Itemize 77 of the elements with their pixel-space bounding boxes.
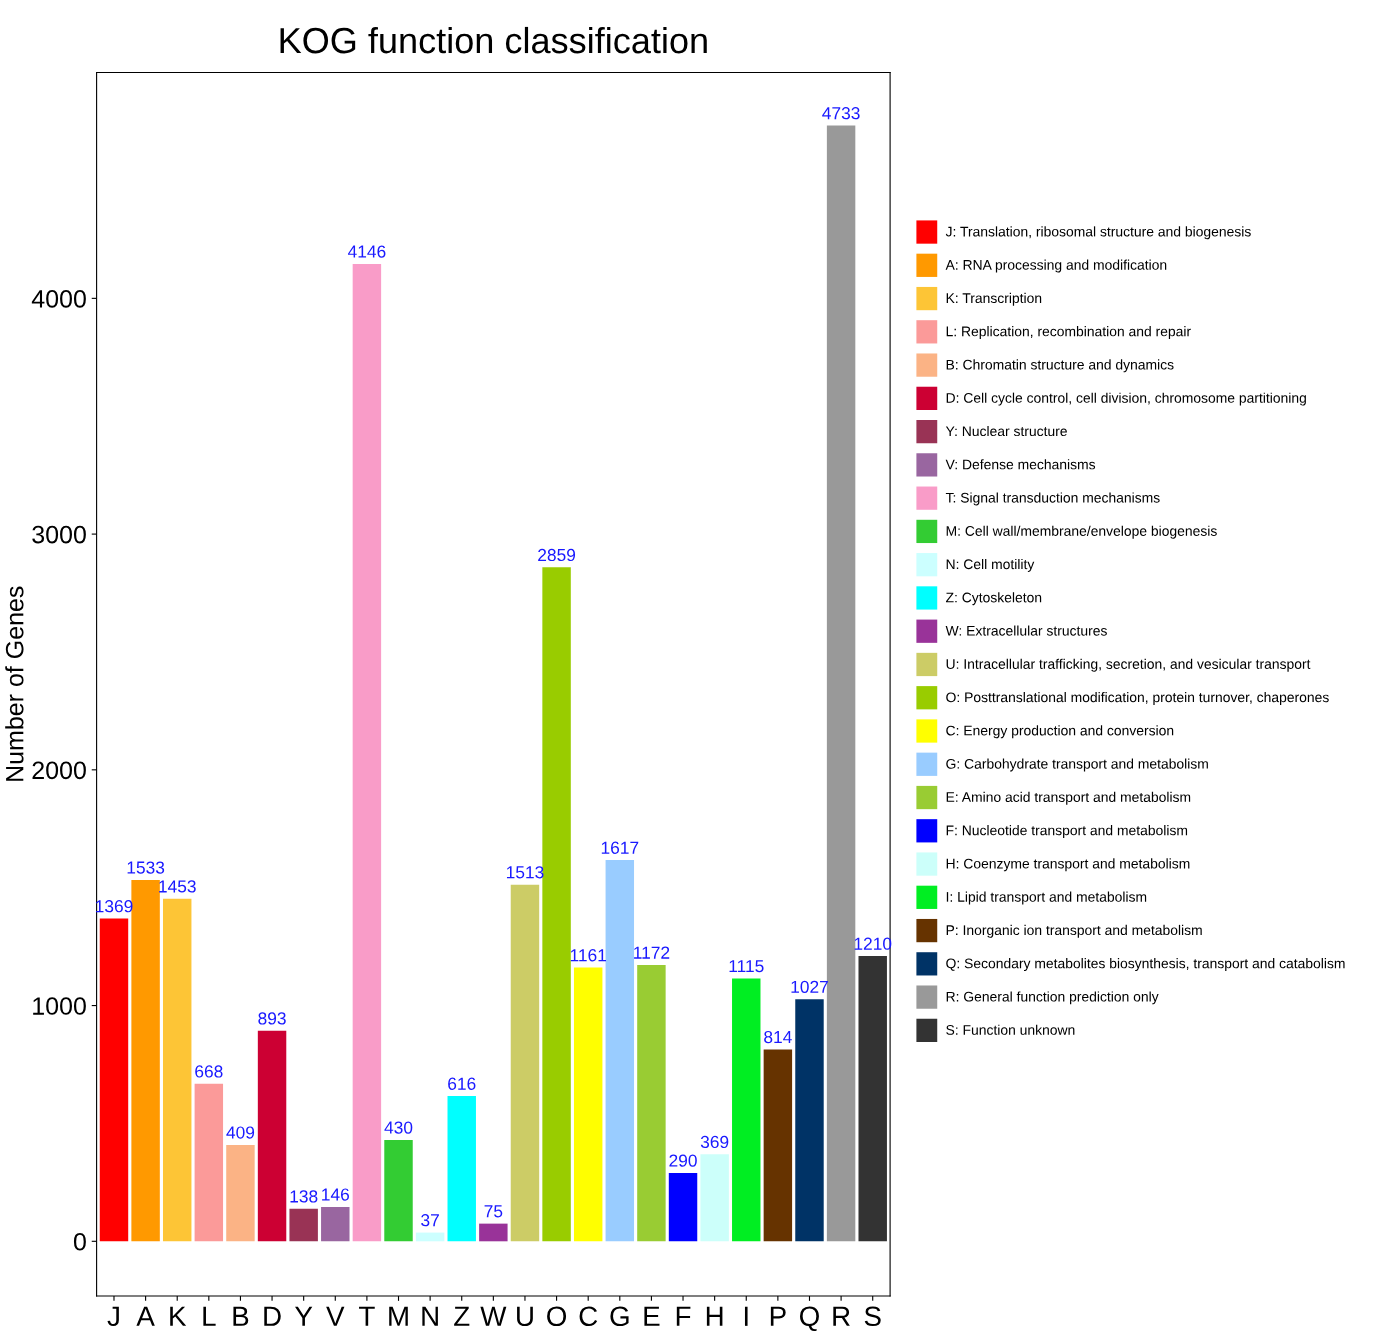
data-label: 409: [226, 1126, 255, 1139]
y-tick-label: 0: [73, 1232, 86, 1251]
data-label: 814: [764, 1030, 792, 1044]
x-tick-label: A: [136, 1306, 155, 1326]
x-tick-label: R: [833, 1306, 850, 1326]
data-label: 2859: [538, 548, 576, 562]
y-tick-label: 1000: [33, 997, 86, 1015]
data-label: 893: [258, 1012, 286, 1025]
data-label: 668: [195, 1065, 223, 1078]
legend-label: H: Coenzyme transport and metabolism: [946, 858, 1190, 872]
data-label: 369: [700, 1135, 729, 1149]
x-tick-label: P: [770, 1306, 786, 1326]
y-tick-label: 3000: [32, 525, 86, 544]
y-tick-label: 2000: [32, 761, 86, 780]
x-tick-label: J: [107, 1306, 119, 1327]
legend-label: G: Carbohydrate transport and metabolism: [946, 758, 1208, 772]
x-tick-label: Y: [295, 1306, 313, 1326]
legend-label: R: General function prediction only: [946, 991, 1159, 1005]
data-label: 146: [322, 1188, 349, 1201]
legend-label: F: Nucleotide transport and metabolism: [946, 825, 1188, 839]
x-tick-label: C: [579, 1306, 598, 1327]
legend-label: N: Cell motility: [946, 558, 1035, 572]
data-label: 75: [484, 1205, 503, 1218]
legend-label: I: Lipid transport and metabolism: [946, 891, 1147, 905]
legend-label: M: Cell wall/membrane/envelope biogenesis: [946, 525, 1217, 539]
data-label: 138: [290, 1190, 318, 1203]
x-tick-label: H: [706, 1306, 723, 1326]
x-tick-label: O: [547, 1306, 567, 1327]
data-label: 1533: [127, 861, 165, 874]
data-label: 616: [448, 1077, 476, 1090]
data-label: 1617: [601, 841, 639, 854]
legend-label: L: Replication, recombination and repair: [946, 326, 1191, 340]
legend-label: B: Chromatin structure and dynamics: [946, 359, 1174, 373]
data-label: 4146: [347, 245, 386, 258]
x-tick-label: F: [676, 1306, 691, 1326]
x-tick-label: V: [326, 1306, 345, 1326]
x-tick-label: M: [389, 1306, 408, 1326]
x-tick-label: Z: [454, 1306, 470, 1326]
legend-label: A: RNA processing and modification: [945, 259, 1167, 273]
legend-label: T: Signal transduction mechanisms: [945, 492, 1160, 506]
data-label: 1115: [729, 960, 764, 973]
data-label: 4733: [822, 107, 860, 120]
legend-label: Y: Nuclear structure: [945, 425, 1067, 437]
legend-label: C: Energy production and conversion: [946, 725, 1174, 739]
data-label: 1027: [791, 980, 828, 993]
legend-label: J: Translation, ribosomal structure and biogenesis: [945, 226, 1251, 240]
y-tick-label: 4000: [31, 289, 86, 308]
legend-label: Z: Cytoskeleton: [946, 592, 1042, 606]
legend-label: O: Posttranslational modification, protein turnover, chaperones: [946, 692, 1329, 705]
legend-label: K: Transcription: [946, 292, 1042, 306]
data-label: 290: [669, 1154, 697, 1167]
data-label: 430: [384, 1121, 413, 1134]
legend-label: S: Function unknown: [946, 1024, 1075, 1035]
x-tick-label: G: [610, 1306, 629, 1327]
x-tick-label: T: [359, 1306, 375, 1326]
legend-label: D: Cell cycle control, cell division, chromosome partitioning: [946, 392, 1306, 406]
legend-label: P: Inorganic ion transport and metabolism: [946, 924, 1202, 938]
chart-title: KOG function classification: [280, 26, 707, 54]
x-tick-label: Q: [800, 1306, 819, 1332]
x-tick-label: D: [264, 1306, 281, 1326]
legend-label: E: Amino acid transport and metabolism: [946, 791, 1191, 805]
x-tick-label: W: [480, 1306, 507, 1326]
x-tick-label: B: [233, 1306, 249, 1326]
x-tick-label: E: [644, 1306, 660, 1326]
legend-label: Q: Secondary metabolites biosynthesis, transport and catabolism: [946, 958, 1345, 972]
data-label: 37: [421, 1214, 439, 1227]
x-tick-label: S: [864, 1306, 881, 1327]
x-tick-label: L: [203, 1306, 216, 1326]
x-tick-label: I: [744, 1306, 748, 1326]
legend-label: U: Intracellular trafficking, secretion, and vesicular transport: [946, 658, 1311, 672]
data-label: 1172: [634, 946, 670, 959]
x-tick-label: K: [170, 1306, 187, 1326]
y-axis-title: Number of Genes: [5, 586, 24, 781]
x-tick-label: N: [422, 1306, 438, 1326]
x-tick-label: U: [517, 1306, 533, 1327]
legend-label: V: Defense mechanisms: [945, 459, 1096, 470]
legend-label: W: Extracellular structures: [945, 625, 1107, 636]
